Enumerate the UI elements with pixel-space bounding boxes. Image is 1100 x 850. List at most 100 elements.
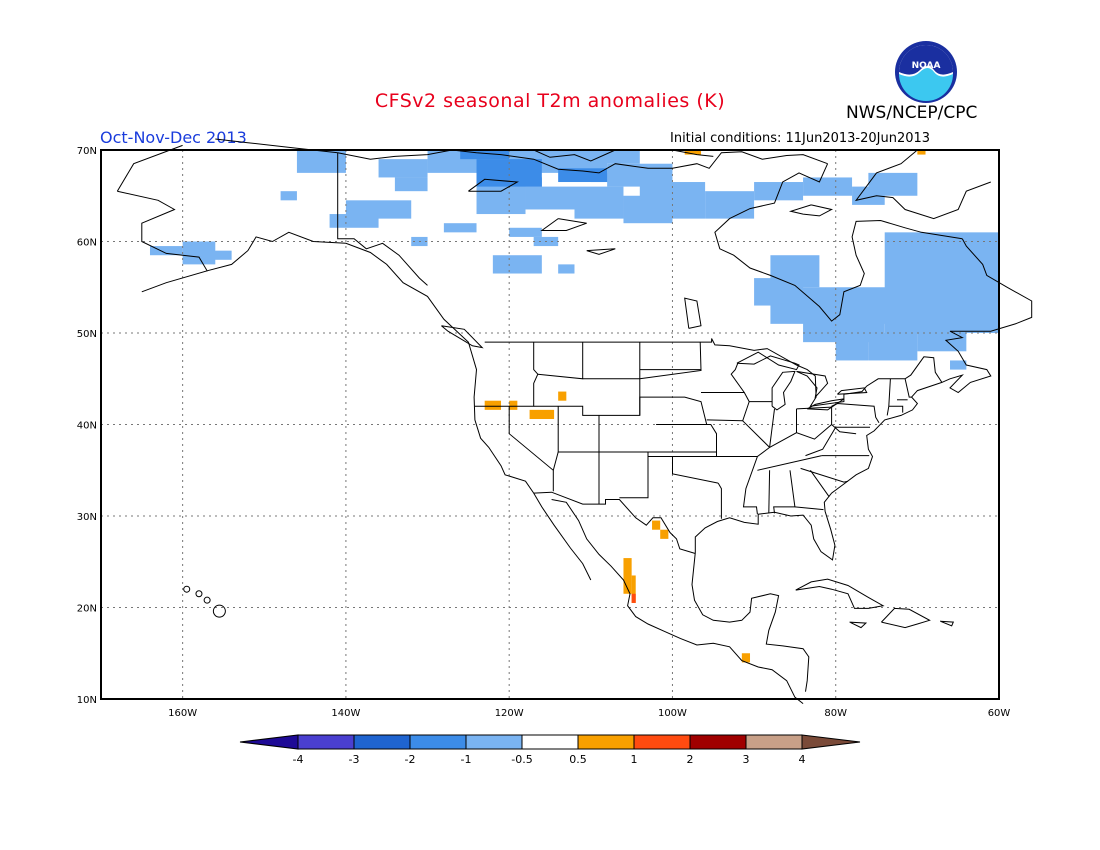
map-outline [533, 342, 641, 416]
anomaly-cell [525, 186, 575, 210]
map-outline [757, 455, 822, 471]
map-outline [540, 218, 587, 231]
anomaly-cell [835, 337, 869, 361]
map-outline [796, 406, 832, 410]
anomaly-cell [525, 177, 542, 187]
anomaly-cell [484, 400, 502, 410]
map-outline [800, 467, 849, 483]
latitude-tick-label: 10N [77, 695, 97, 706]
map-outline [904, 378, 912, 398]
noaa-logo-text: NOAA [912, 61, 941, 71]
map-outline [537, 342, 584, 380]
map-outline [656, 424, 719, 484]
anomaly-cell [529, 409, 555, 420]
colorbar-label: -0.5 [511, 753, 532, 766]
anomaly-cell [803, 319, 885, 343]
anomaly-cell [574, 150, 640, 164]
map-outline [809, 470, 830, 498]
map-outline [742, 420, 770, 448]
colorbar-label: -3 [349, 753, 360, 766]
map-outline [831, 424, 857, 435]
map-outline [337, 152, 428, 286]
map-outline [639, 396, 711, 425]
map-outline [474, 342, 539, 407]
map-outline [691, 552, 810, 692]
axis-labels: 10N 20N 30N 40N 50N 60N 70N 160W 140W 120W 100W 80W… [77, 146, 1011, 719]
anomaly-cell [868, 333, 918, 361]
coastlines-and-borders [116, 138, 1033, 704]
anomaly-cell [950, 314, 999, 333]
noaa-logo: NOAA [895, 41, 957, 103]
colorbar-label: 1 [631, 753, 638, 766]
figure-title: CFSv2 seasonal T2m anomalies (K) [374, 90, 726, 112]
map-outline [837, 387, 868, 395]
longitude-tick-label: 60W [988, 708, 1011, 719]
map-outline [773, 470, 796, 514]
latitude-tick-label: 70N [77, 146, 97, 157]
anomaly-cell [631, 575, 636, 603]
map-outline [757, 406, 833, 457]
colorbar-segment [745, 734, 803, 750]
anomaly-cell [574, 186, 624, 219]
map-outline [736, 351, 800, 371]
map-outline [771, 370, 796, 411]
latitude-tick-label: 30N [77, 512, 97, 523]
map-outline [206, 231, 592, 581]
hawaii-island [195, 590, 203, 598]
map-outline [694, 238, 1033, 561]
anomaly-cell [149, 246, 183, 256]
map-outline [730, 363, 745, 393]
anomaly-cell [917, 150, 926, 155]
latitude-tick-label: 20N [77, 604, 97, 615]
anomaly-cell [901, 259, 999, 306]
map-outline [886, 378, 891, 416]
map-outline [854, 149, 991, 220]
colorbar-segment [521, 734, 579, 750]
longitude-tick-label: 160W [168, 708, 197, 719]
map-outline [586, 248, 616, 255]
colorbar-label: -4 [293, 753, 304, 766]
map-outline [940, 620, 955, 627]
anomaly-cell [558, 264, 575, 274]
map-outline [117, 190, 208, 293]
longitude-tick-label: 80W [824, 708, 847, 719]
map-frame [100, 149, 1000, 700]
anomaly-cell [868, 172, 918, 196]
map-outline [552, 451, 559, 471]
colorbar: -4 -3 -2 -1 -0.5 0.5 1 2 3 4 [239, 734, 861, 766]
anomaly-cell [631, 593, 636, 603]
colorbar-segment [297, 734, 355, 750]
anomaly-cell [492, 255, 542, 274]
colorbar-segment [409, 734, 467, 750]
map-outline [795, 578, 885, 609]
map-outline [672, 149, 714, 157]
map-outline [769, 408, 775, 448]
anomaly-cell [378, 159, 428, 178]
map-outline [831, 402, 880, 423]
colorbar-label: 4 [799, 753, 806, 766]
colorbar-high-arrow [801, 734, 861, 750]
anomaly-cell [950, 360, 967, 370]
map-outline [116, 144, 183, 192]
anomaly-cell [509, 227, 542, 237]
longitude-tick-label: 140W [331, 708, 360, 719]
map-outline [533, 491, 696, 554]
latitude-tick-label: 40N [77, 421, 97, 432]
lat-lon-grid [101, 150, 999, 699]
map-outline [441, 325, 484, 349]
anomaly-cell [705, 191, 755, 219]
map-outline [551, 499, 804, 704]
anomaly-cell [558, 168, 608, 183]
anomaly-cell [296, 150, 346, 173]
map-outline [716, 456, 759, 515]
colorbar-label: -2 [405, 753, 416, 766]
anomaly-cell [623, 558, 632, 594]
map-outline [805, 426, 870, 457]
map-outline [806, 398, 845, 411]
map-outline [881, 607, 931, 629]
anomaly-cell [558, 391, 567, 401]
colorbar-segment [353, 734, 411, 750]
initial-conditions-label: Initial conditions: 11Jun2013-20Jun2013 [670, 131, 931, 146]
